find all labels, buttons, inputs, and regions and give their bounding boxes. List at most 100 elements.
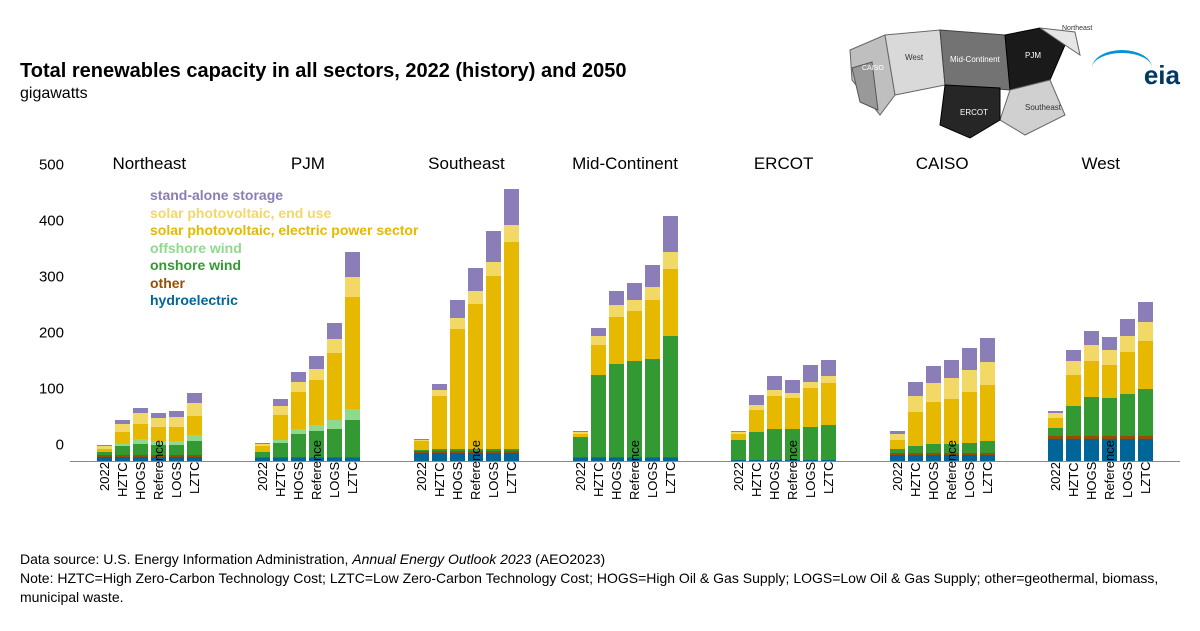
eia-logo: eia [1100,60,1180,91]
bar-segment [1102,365,1117,399]
x-tick-label: Reference [309,462,324,502]
us-regions-map: CAISO West Mid-Continent PJM Northeast S… [840,10,1100,150]
bar-segment [187,457,202,461]
bar-segment [944,399,959,444]
bar-segment [944,360,959,378]
bar-segment [609,305,624,316]
bar-segment [926,455,941,461]
bar-segment [663,336,678,456]
bar-segment [785,398,800,429]
bar-segment [803,388,818,427]
legend-item: solar photovoltaic, end use [150,205,418,223]
bar-segment [1084,331,1099,345]
bar-segment [1120,439,1135,461]
bar-segment [1048,428,1063,436]
stacked-bar [1138,302,1153,461]
region-title: CAISO [863,154,1022,174]
stacked-bar [450,300,465,461]
bar-segment [169,457,184,461]
x-tick-label: 2022 [97,462,112,502]
bar-segment [962,392,977,442]
bar-segment [803,460,818,461]
bar-segment [609,291,624,305]
region-title: PJM [229,154,388,174]
stacked-bar [1048,411,1063,461]
bar-segment [1066,375,1081,406]
stacked-bar [115,420,130,461]
stacked-bar [908,382,923,462]
region-title: ERCOT [704,154,863,174]
region-title: Northeast [70,154,229,174]
x-tick-label: Reference [944,462,959,502]
bar-segment [327,458,342,461]
bar-segment [450,453,465,461]
bar-segment [133,424,148,440]
bar-segment [767,396,782,430]
y-tick-label: 500 [39,157,64,174]
y-tick-label: 100 [39,381,64,398]
stacked-bar [980,338,995,461]
stacked-bar [486,231,501,461]
region-group [704,360,863,461]
bar-segment [803,365,818,382]
bar-segment [450,329,465,449]
region-group [70,393,229,461]
bar-segment [767,376,782,390]
stacked-bar [573,431,588,461]
x-tick-label: 2022 [890,462,905,502]
stacked-bar [731,431,746,461]
x-tick-label: HZTC [908,462,923,502]
x-tick-label: 2022 [1048,462,1063,502]
bar-segment [1120,319,1135,336]
legend-item: stand-alone storage [150,187,418,205]
stacked-bar [890,431,905,461]
x-tick-label: HOGS [926,462,941,502]
bar-segment [133,413,148,423]
bar-segment [663,252,678,269]
bar-segment [309,356,324,368]
bar-segment [432,384,447,391]
bar-segment [645,458,660,461]
bar-segment [486,262,501,276]
bar-segment [1120,394,1135,436]
stacked-bar [468,268,483,461]
bar-segment [255,458,270,461]
bar-segment [1102,350,1117,365]
svg-text:West: West [905,53,924,62]
x-tick-label: HOGS [609,462,624,502]
svg-text:Northeast: Northeast [1062,25,1092,32]
bar-segment [1066,439,1081,461]
x-tick-label: HZTC [432,462,447,502]
bar-segment [645,265,660,287]
stacked-bar [962,348,977,461]
bar-segment [273,415,288,440]
bar-segment [663,458,678,461]
bar-segment [309,425,324,432]
bar-segment [273,406,288,414]
bar-segment [273,458,288,461]
bar-segment [345,409,360,420]
bar-segment [731,460,746,461]
bar-segment [115,432,130,443]
bar-segment [627,283,642,300]
stacked-bar [187,393,202,461]
x-tick-label: HOGS [767,462,782,502]
bar-segment [980,385,995,441]
bar-segment [591,328,606,336]
bar-segment [749,460,764,461]
bar-segment [345,420,360,456]
legend-item: onshore wind [150,257,418,275]
stacked-bar [749,395,764,461]
bar-segment [980,441,995,452]
bar-segment [309,369,324,380]
bar-segment [115,457,130,461]
stacked-bar-chart: 0100200300400500 stand-alone storagesola… [20,182,1180,502]
legend-item: solar photovoltaic, electric power secto… [150,222,418,240]
stacked-bar [133,408,148,461]
x-tick-label: HZTC [1066,462,1081,502]
bar-segment [890,455,905,461]
svg-text:PJM: PJM [1025,51,1041,60]
bar-segment [327,339,342,353]
bar-segment [821,376,836,383]
bar-segment [169,411,184,418]
